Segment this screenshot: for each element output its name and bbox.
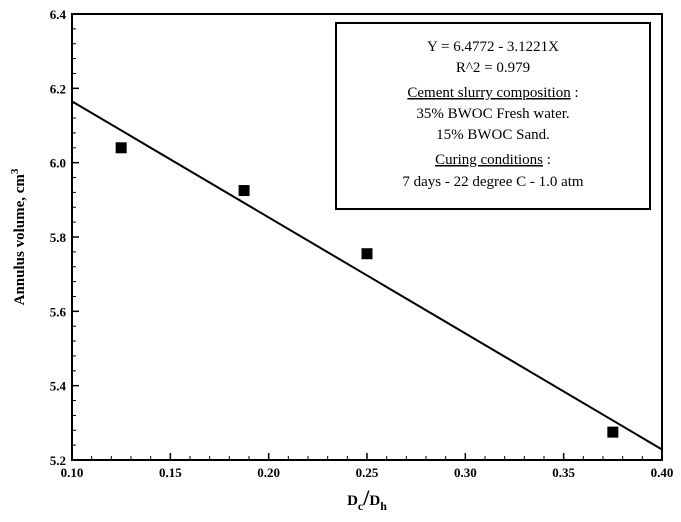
x-tick-label: 0.40: [651, 465, 674, 480]
x-tick-label: 0.30: [454, 465, 477, 480]
y-axis-label: Annulus volume, cm3: [9, 168, 28, 305]
curing-heading: Curing conditions :: [435, 152, 551, 168]
data-point: [361, 248, 373, 260]
x-axis-label-slash: /: [362, 485, 370, 510]
x-tick-label: 0.25: [356, 465, 379, 480]
x-tick-label: 0.20: [257, 465, 280, 480]
y-axis-label-sup: 3: [9, 168, 21, 174]
curing-heading-colon: :: [543, 152, 551, 168]
y-axis-label-text: Annulus volume, cm: [12, 174, 28, 306]
x-axis-label-sub1: c: [358, 499, 364, 513]
x-tick-label: 0.15: [159, 465, 182, 480]
y-tick-label: 5.4: [50, 379, 67, 394]
composition-line-1: 35% BWOC Fresh water.: [416, 106, 569, 122]
annotation-box-frame: [335, 22, 651, 210]
equation-text: Y = 6.4772 - 3.1221X: [427, 39, 559, 55]
y-tick-label: 6.0: [50, 156, 66, 171]
r2-text: R^2 = 0.979: [456, 60, 530, 76]
x-axis-label-main: D: [347, 493, 358, 509]
y-tick-label: 6.4: [50, 7, 67, 22]
x-tick-label: 0.35: [552, 465, 575, 480]
regression-line: [71, 100, 663, 451]
data-points: [115, 142, 619, 438]
x-axis-label-sub2: h: [380, 499, 387, 513]
curing-heading-label: Curing conditions: [435, 152, 543, 168]
composition-heading-label: Cement slurry composition: [407, 85, 571, 101]
annotation-box: Y = 6.4772 - 3.1221X R^2 = 0.979 Cement …: [335, 22, 651, 210]
data-point: [607, 426, 619, 438]
curing-line-1: 7 days - 22 degree C - 1.0 atm: [402, 174, 584, 190]
composition-heading-colon: :: [571, 85, 579, 101]
tick-labels: 0.10 0.15 0.20 0.25 0.30 0.35 0.40 5.2 5.4 5.6 5.8…: [50, 7, 674, 480]
y-tick-label: 5.8: [50, 230, 67, 245]
ticks: [71, 13, 663, 461]
data-point: [115, 142, 127, 154]
x-axis-label: Dc/Dh: [347, 485, 387, 513]
x-tick-label: 0.10: [61, 465, 84, 480]
y-tick-label: 5.6: [50, 304, 67, 319]
x-axis-label-main2: D: [369, 493, 380, 509]
composition-line-2: 15% BWOC Sand.: [436, 127, 550, 143]
y-tick-label: 6.2: [50, 81, 66, 96]
composition-heading: Cement slurry composition :: [407, 85, 578, 101]
y-tick-label: 5.2: [50, 453, 66, 468]
data-point: [238, 185, 250, 197]
